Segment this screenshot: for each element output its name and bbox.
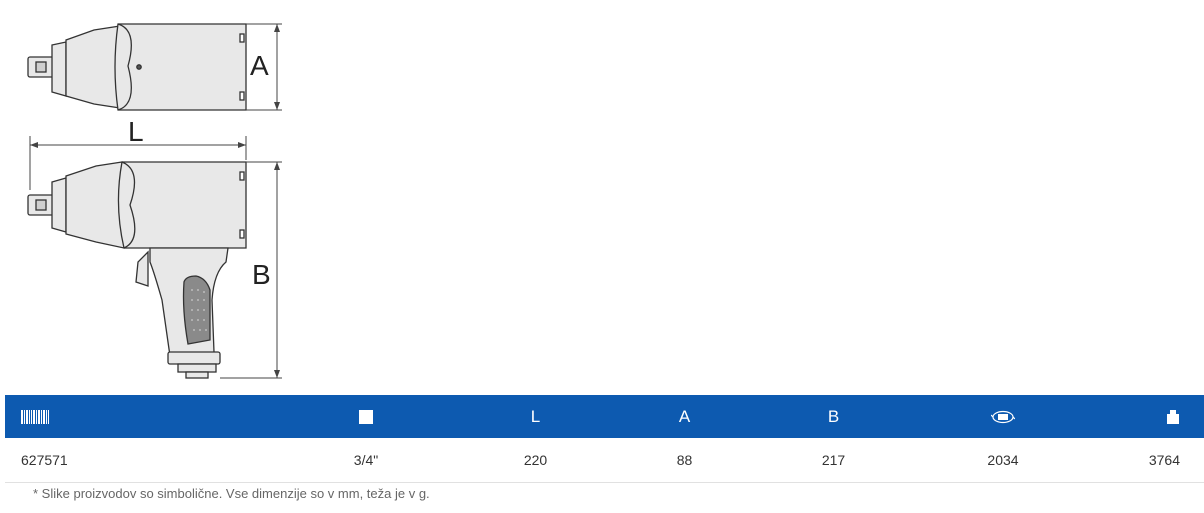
header-a: A xyxy=(610,395,759,438)
motor-housing-side xyxy=(117,161,247,249)
weight-icon xyxy=(1167,410,1179,425)
cell-b: 217 xyxy=(759,438,908,483)
air-inlet xyxy=(177,363,217,373)
cell-length: 220 xyxy=(461,438,610,483)
hammer-case-top xyxy=(65,25,121,109)
header-torque xyxy=(908,395,1098,438)
header-drive-size xyxy=(271,395,461,438)
dim-label-b: B xyxy=(252,259,271,290)
square-drive-top xyxy=(35,61,47,73)
cell-weight: 3764 xyxy=(1098,438,1204,483)
hammer-case-side xyxy=(65,161,125,249)
front-side xyxy=(51,177,67,233)
spec-table: L A B 627571 3/4" 220 88 xyxy=(5,395,1204,483)
header-length: L xyxy=(461,395,610,438)
barcode-icon xyxy=(21,410,49,425)
footnote: * Slike proizvodov so simbolične. Vse di… xyxy=(33,486,430,501)
handle-grip xyxy=(182,275,211,345)
header-b: B xyxy=(759,395,908,438)
motor-housing-top xyxy=(114,23,247,111)
square-drive-icon xyxy=(359,410,373,425)
header-weight xyxy=(1098,395,1204,438)
cell-article-code: 627571 xyxy=(5,438,271,483)
cell-a: 88 xyxy=(610,438,759,483)
cell-drive-size: 3/4" xyxy=(271,438,461,483)
front-top xyxy=(51,41,67,97)
table-row: 627571 3/4" 220 88 217 2034 3764 xyxy=(5,438,1204,483)
header-article-code xyxy=(5,395,271,438)
torque-nm-icon xyxy=(991,410,1015,424)
dim-label-l: L xyxy=(128,116,144,147)
trigger xyxy=(135,250,149,287)
impact-wrench-drawing: A L B xyxy=(27,23,282,379)
handle-base xyxy=(167,351,221,365)
dim-label-a: A xyxy=(250,50,269,81)
table-header-row: L A B xyxy=(5,395,1204,438)
cell-torque: 2034 xyxy=(908,438,1098,483)
screw-top xyxy=(136,64,142,70)
